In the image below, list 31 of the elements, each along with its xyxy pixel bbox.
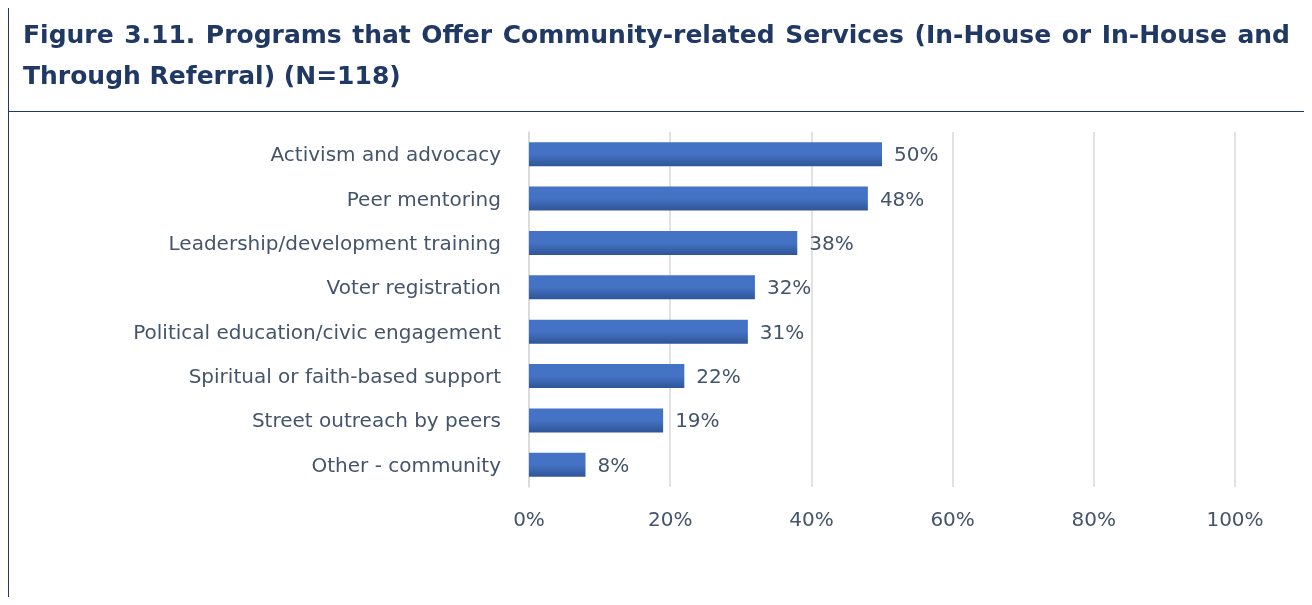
x-tick-label: 40% bbox=[789, 507, 834, 531]
data-label: 19% bbox=[675, 408, 720, 433]
x-tick-label: 100% bbox=[1206, 507, 1264, 531]
y-tick-label: Street outreach by peers bbox=[251, 408, 501, 433]
bar bbox=[529, 186, 868, 211]
data-label: 31% bbox=[759, 319, 805, 344]
x-tick-label: 80% bbox=[1071, 507, 1117, 531]
data-label: 32% bbox=[766, 275, 812, 300]
x-tick-label: 0% bbox=[513, 507, 545, 531]
bar bbox=[529, 452, 586, 477]
bar bbox=[529, 319, 748, 344]
y-tick-label: Voter registration bbox=[326, 275, 501, 300]
y-tick-label: Leadership/development training bbox=[168, 230, 501, 255]
bar bbox=[529, 275, 755, 300]
data-label: 22% bbox=[696, 364, 741, 389]
bar bbox=[529, 230, 798, 255]
data-label: 8% bbox=[597, 452, 630, 477]
bar bbox=[529, 142, 882, 167]
data-label: 38% bbox=[809, 230, 854, 255]
chart-title: Figure 3.11. Programs that Offer Community-related Services (In-House or In-House and Through Referral) (N=118) bbox=[9, 8, 1304, 112]
bar bbox=[529, 364, 685, 389]
y-tick-label: Spiritual or faith-based support bbox=[188, 364, 502, 389]
y-tick-label: Peer mentoring bbox=[346, 186, 501, 211]
y-tick-label: Activism and advocacy bbox=[270, 142, 502, 167]
data-label: 50% bbox=[894, 142, 939, 167]
y-tick-label: Other - community bbox=[311, 452, 502, 477]
data-label: 48% bbox=[879, 186, 925, 211]
x-tick-label: 20% bbox=[647, 507, 693, 531]
y-tick-label: Political education/civic engagement bbox=[133, 319, 502, 344]
bar bbox=[529, 408, 664, 433]
x-tick-label: 60% bbox=[930, 507, 975, 531]
